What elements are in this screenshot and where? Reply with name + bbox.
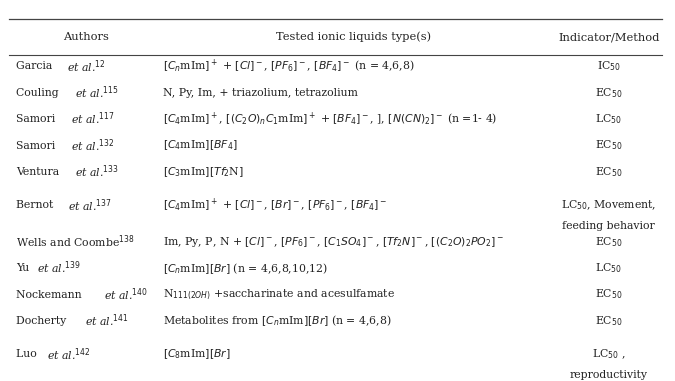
Text: Tested ionic liquids type(s): Tested ionic liquids type(s) xyxy=(277,32,431,42)
Text: et al.$^{117}$: et al.$^{117}$ xyxy=(70,111,114,127)
Text: LC$_{50}$, Movement,: LC$_{50}$, Movement, xyxy=(561,199,656,212)
Text: Authors: Authors xyxy=(63,32,109,42)
Text: $[C_4$mIm$]^+$, $[(C_2O)_nC_1$mIm$]^+$ + $[BF_4]^-$, ], $[N(CN)_2]^-$ (n =1- 4): $[C_4$mIm$]^+$, $[(C_2O)_nC_1$mIm$]^+$ +… xyxy=(163,110,497,128)
Text: Indicator/Method: Indicator/Method xyxy=(558,32,659,42)
Text: Yu: Yu xyxy=(16,263,33,273)
Text: Metabolites from $[C_n$mIm$][Br]$ (n = 4,6,8): Metabolites from $[C_n$mIm$][Br]$ (n = 4… xyxy=(163,314,392,328)
Text: Couling: Couling xyxy=(16,88,62,98)
Text: Docherty: Docherty xyxy=(16,316,70,326)
Text: Nockemann: Nockemann xyxy=(16,290,85,299)
Text: feeding behavior: feeding behavior xyxy=(562,221,655,231)
Text: et al.$^{140}$: et al.$^{140}$ xyxy=(104,286,148,303)
Text: LC$_{50}$: LC$_{50}$ xyxy=(595,261,622,275)
Text: et al.$^{137}$: et al.$^{137}$ xyxy=(68,197,111,214)
Text: IC$_{50}$: IC$_{50}$ xyxy=(597,59,620,73)
Text: EC$_{50}$: EC$_{50}$ xyxy=(595,165,622,179)
Text: et al.$^{142}$: et al.$^{142}$ xyxy=(47,346,90,363)
Text: $[C_3$mIm$][Tf_2$N$]$: $[C_3$mIm$][Tf_2$N$]$ xyxy=(163,165,244,179)
Text: LC$_{50}$: LC$_{50}$ xyxy=(595,112,622,126)
Text: Im, Py, P, N + $[Cl]^-$, $[PF_6]^-$, $[C_1SO_4]^-$, $[Tf_2N]^-$, $[(C_2O)_2PO_2]: Im, Py, P, N + $[Cl]^-$, $[PF_6]^-$, $[C… xyxy=(163,235,504,249)
Text: N, Py, Im, + triazolium, tetrazolium: N, Py, Im, + triazolium, tetrazolium xyxy=(163,88,358,98)
Text: reproductivity: reproductivity xyxy=(570,370,648,380)
Text: $[C_n$mIm$][Br]$ (n = 4,6,8,10,12): $[C_n$mIm$][Br]$ (n = 4,6,8,10,12) xyxy=(163,261,327,275)
Text: Wells and Coombe$^{138}$: Wells and Coombe$^{138}$ xyxy=(16,234,135,250)
Text: EC$_{50}$: EC$_{50}$ xyxy=(595,288,622,301)
Text: Luo: Luo xyxy=(16,349,40,359)
Text: Garcia: Garcia xyxy=(16,61,56,71)
Text: Samori: Samori xyxy=(16,114,59,124)
Text: Bernot: Bernot xyxy=(16,200,57,210)
Text: et al.$^{12}$: et al.$^{12}$ xyxy=(67,58,105,75)
Text: $[C_4$mIm$][BF_4]$: $[C_4$mIm$][BF_4]$ xyxy=(163,139,237,152)
Text: $[C_4$mIm$]^+$ + $[Cl]^-$, $[Br]^-$, $[PF_6]^-$, $[BF_4]^-$: $[C_4$mIm$]^+$ + $[Cl]^-$, $[Br]^-$, $[P… xyxy=(163,197,387,214)
Text: $[C_n$mIm$]^+$ + $[Cl]^-$, $[PF_6]^-$, $[BF_4]^-$ (n = 4,6,8): $[C_n$mIm$]^+$ + $[Cl]^-$, $[PF_6]^-$, $… xyxy=(163,58,414,75)
Text: N$_{111(2OH)}$ +saccharinate and acesulfamate: N$_{111(2OH)}$ +saccharinate and acesulf… xyxy=(163,287,395,302)
Text: et al.$^{115}$: et al.$^{115}$ xyxy=(75,85,119,101)
Text: et al.$^{141}$: et al.$^{141}$ xyxy=(84,312,128,329)
Text: Samori: Samori xyxy=(16,141,59,150)
Text: EC$_{50}$: EC$_{50}$ xyxy=(595,86,622,99)
Text: LC$_{50}$ ,: LC$_{50}$ , xyxy=(592,347,626,361)
Text: $[C_8$mIm$][Br]$: $[C_8$mIm$][Br]$ xyxy=(163,347,230,361)
Text: EC$_{50}$: EC$_{50}$ xyxy=(595,139,622,152)
Text: Ventura: Ventura xyxy=(16,167,63,177)
Text: et al.$^{133}$: et al.$^{133}$ xyxy=(76,163,119,180)
Text: et al.$^{132}$: et al.$^{132}$ xyxy=(70,137,114,154)
Text: EC$_{50}$: EC$_{50}$ xyxy=(595,314,622,328)
Text: EC$_{50}$: EC$_{50}$ xyxy=(595,235,622,248)
Text: et al.$^{139}$: et al.$^{139}$ xyxy=(37,260,81,276)
